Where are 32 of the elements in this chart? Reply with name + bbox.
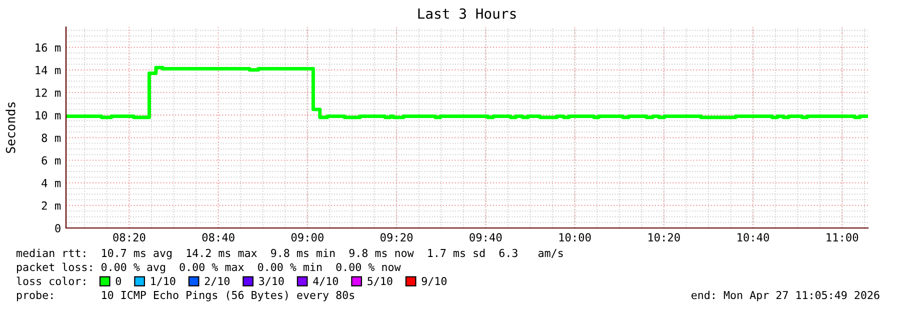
text: end: Mon Apr 27 11:05:49 2026	[692, 290, 880, 302]
chart-title: Last 3 Hours	[418, 8, 516, 19]
legend-label: 4/10	[313, 276, 338, 286]
y-tick-label: 14 m	[36, 66, 61, 74]
x-tick-label: 08:40	[202, 233, 234, 242]
text: packet loss: 0.00 % avg 0.00 % max 0.00 % min 0.00 % now	[17, 262, 401, 274]
text: probe: 10 ICMP Echo Pings (56 Bytes) every 80s	[17, 290, 354, 302]
legend-title: loss color:	[16, 276, 86, 286]
y-tick-label: 4 m	[42, 178, 61, 188]
legend-label: 5/10	[368, 276, 392, 286]
legend-label: 1/10	[151, 276, 176, 286]
x-tick-label: 09:00	[291, 233, 324, 242]
y-tick-label: 0	[55, 224, 60, 232]
x-tick-label: 10:20	[648, 233, 680, 242]
x-tick-label: 08:20	[113, 233, 146, 242]
x-tick-label: 09:20	[380, 233, 413, 242]
x-tick-label: 11:00	[826, 233, 858, 242]
legend-label: 3/10	[259, 276, 284, 286]
y-axis-title: Seconds	[6, 102, 16, 153]
y-tick-label: 8 m	[42, 134, 61, 142]
legend-label: 0	[116, 276, 121, 286]
legend-label: 2/10	[204, 276, 230, 286]
text: median rtt: 10.7 ms avg 14.2 ms max 9.8 ms min 9.8 ms now 1.7 ms sd 6.3 am/s	[16, 248, 563, 260]
x-tick-label: 10:40	[738, 233, 769, 242]
y-tick-label: 16 m	[36, 43, 61, 52]
y-tick-label: 2 m	[42, 201, 61, 210]
x-tick-label: 09:40	[470, 233, 502, 242]
y-tick-label: 12 m	[36, 88, 61, 97]
legend-label: 9/10	[422, 276, 447, 286]
y-tick-label: 6 m	[42, 156, 61, 165]
x-tick-label: 10:00	[559, 233, 591, 242]
y-tick-label: 10 m	[36, 111, 61, 120]
